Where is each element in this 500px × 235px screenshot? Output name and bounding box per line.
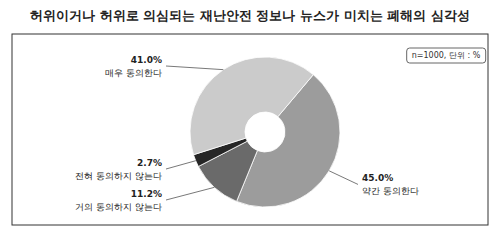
category-label: 매우 동의한다	[105, 68, 162, 78]
frame	[12, 34, 488, 225]
slice	[190, 57, 313, 155]
leader-line	[166, 187, 214, 200]
note: n=1000, 단위 : %	[412, 51, 481, 60]
chart: 허위이거나 허위로 의심되는 재난안전 정보나 뉴스가 미치는 폐해의 심각성 n…	[0, 0, 500, 235]
leader-line	[166, 161, 196, 169]
note-box	[407, 48, 486, 63]
data-label: 45.0%	[362, 173, 393, 183]
pie	[190, 57, 340, 207]
title: 허위이거나 허위로 의심되는 재난안전 정보나 뉴스가 미치는 폐해의 심각성	[30, 8, 469, 23]
data-label: 11.2%	[131, 189, 162, 199]
category-label: 거의 동의하지 않는다	[75, 202, 162, 212]
data-label: 41.0%	[131, 55, 162, 65]
leader-line	[166, 66, 223, 70]
category-label: 전혀 동의하지 않는다	[75, 171, 162, 181]
data-label: 2.7%	[137, 158, 162, 168]
leader-line	[329, 171, 358, 185]
category-label: 약간 동의한다	[362, 186, 419, 196]
